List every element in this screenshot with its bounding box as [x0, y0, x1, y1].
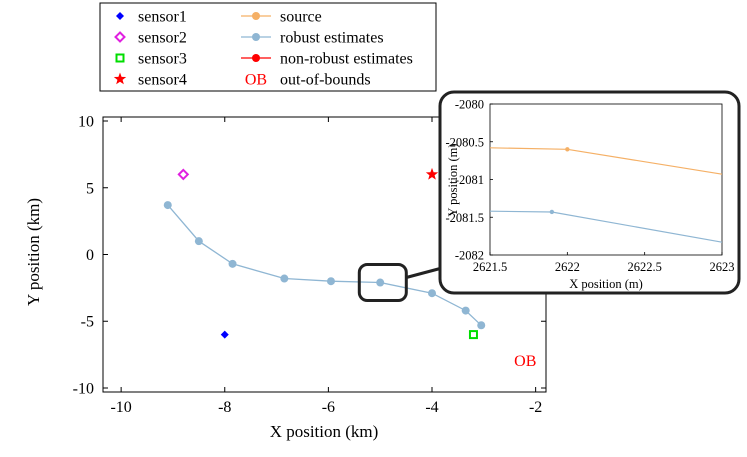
- legend-label: source: [280, 9, 322, 26]
- legend-label: robust estimates: [280, 30, 384, 47]
- inset-point-robust-estimates: [549, 209, 555, 215]
- inset-xtick-label: 2622.5: [627, 260, 661, 274]
- legend-marker-ob: OB: [245, 72, 267, 89]
- inset-ytick-label: -2081.5: [445, 211, 484, 225]
- sensor3-marker: [468, 330, 478, 340]
- main-ytick-label: 0: [86, 247, 94, 264]
- inset-xtick-label: 2621.5: [473, 260, 507, 274]
- main-xtick-label: -10: [110, 399, 131, 416]
- robust-estimate-point: [228, 259, 237, 268]
- sensor1-marker: [220, 330, 229, 339]
- legend-marker-2: [114, 31, 126, 43]
- legend-label: sensor1: [138, 9, 187, 26]
- robust-estimate-point: [280, 274, 289, 283]
- robust-estimate-point: [428, 289, 437, 298]
- main-xtick-label: -4: [425, 399, 438, 416]
- main-ytick-label: 5: [86, 180, 94, 197]
- main-ytick-label: -10: [73, 380, 94, 397]
- legend-label: sensor2: [138, 30, 187, 47]
- inset-ytick-label: -2082: [455, 249, 484, 263]
- legend-label: sensor3: [138, 51, 187, 68]
- inset-plot-area: [489, 103, 723, 256]
- inset-ylabel: Y position (m): [446, 143, 460, 216]
- sensor2-marker: [177, 168, 190, 181]
- robust-estimate-point: [461, 306, 470, 315]
- legend-marker-7: [252, 54, 260, 62]
- legend-marker-1: [116, 12, 124, 20]
- legend-box: [99, 2, 437, 92]
- robust-estimate-point: [194, 237, 203, 246]
- zoom-connector-line: [405, 266, 443, 279]
- legend-marker-5: [252, 12, 260, 20]
- legend-marker-4: [113, 72, 127, 85]
- inset-point-source: [565, 147, 570, 152]
- legend: sensor1 sensor2 sensor3 sensor4 source robust…: [99, 2, 437, 92]
- robust-estimate-point: [163, 201, 172, 210]
- main-xlabel: X position (km): [270, 422, 379, 441]
- main-ytick-label: 10: [78, 114, 94, 131]
- main-ytick-label: -5: [81, 314, 94, 331]
- sensor4-marker: [425, 167, 439, 180]
- legend-marker-6: [252, 33, 260, 41]
- main-xtick-label: -8: [218, 399, 231, 416]
- robust-estimate-point: [376, 278, 385, 287]
- zoom-region-box: [357, 263, 408, 302]
- legend-label: out-of-bounds: [280, 72, 371, 89]
- out-of-bounds-label: OB: [514, 353, 536, 370]
- legend-label: non-robust estimates: [280, 51, 413, 68]
- robust-estimate-point: [477, 321, 486, 330]
- inset-ytick-label: -2080.5: [445, 135, 484, 149]
- inset-xtick-label: 2622: [555, 260, 580, 274]
- inset-xlabel: X position (m): [569, 277, 643, 291]
- main-xtick-label: -2: [529, 399, 542, 416]
- inset-axes: 2621.5 2622 2622.5 2623 -2080 -2080.5 -2081 -20…: [438, 90, 741, 295]
- inset-xtick-label: 2623: [710, 260, 735, 274]
- legend-label: sensor4: [138, 72, 187, 89]
- inset-ytick-label: -2081: [455, 173, 484, 187]
- main-ylabel: Y position (km): [24, 198, 43, 306]
- main-xtick-label: -6: [322, 399, 335, 416]
- legend-marker-3: [115, 53, 125, 63]
- robust-estimate-point: [326, 277, 335, 286]
- inset-ytick-label: -2080: [455, 98, 484, 112]
